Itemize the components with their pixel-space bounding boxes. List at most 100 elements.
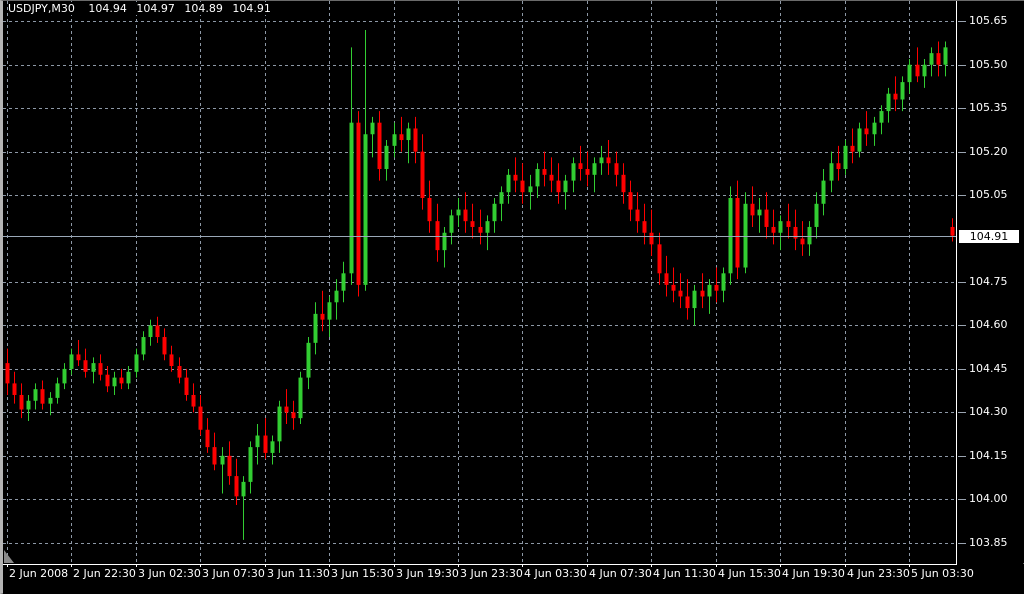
candlestick[interactable] [234, 458, 239, 506]
candlestick[interactable] [270, 435, 275, 465]
candlestick[interactable] [671, 267, 676, 303]
candlestick[interactable] [922, 58, 927, 88]
candlestick[interactable] [520, 163, 525, 204]
candlestick[interactable] [306, 337, 311, 390]
candlestick[interactable] [829, 151, 834, 193]
candlestick[interactable] [879, 105, 884, 135]
candlestick[interactable] [291, 400, 296, 430]
candlestick[interactable] [19, 383, 24, 419]
candlestick[interactable] [764, 192, 769, 239]
candlestick[interactable] [327, 296, 332, 338]
candlestick[interactable] [635, 192, 640, 233]
candlestick[interactable] [184, 368, 189, 401]
candlestick[interactable] [936, 41, 941, 77]
candlestick[interactable] [721, 267, 726, 303]
candlestick[interactable] [714, 267, 719, 303]
candlestick[interactable] [148, 319, 153, 346]
candlestick[interactable] [807, 221, 812, 256]
candlestick[interactable] [463, 192, 468, 233]
candlestick[interactable] [535, 163, 540, 198]
candlestick[interactable] [943, 41, 948, 77]
candlestick[interactable] [685, 279, 690, 320]
candlestick[interactable] [571, 157, 576, 193]
candlestick[interactable] [420, 134, 425, 210]
candlestick[interactable] [470, 203, 475, 239]
candlestick[interactable] [606, 140, 611, 175]
candlestick[interactable] [786, 203, 791, 239]
candlestick[interactable] [800, 221, 805, 256]
candlestick[interactable] [728, 186, 733, 285]
candlestick[interactable] [578, 145, 583, 181]
candlestick[interactable] [929, 47, 934, 77]
candlestick-series[interactable] [3, 1, 956, 563]
candlestick[interactable] [664, 255, 669, 297]
candlestick[interactable] [492, 197, 497, 233]
candlestick[interactable] [485, 215, 490, 251]
candlestick[interactable] [793, 209, 798, 251]
candlestick[interactable] [55, 377, 60, 404]
candlestick[interactable] [370, 116, 375, 158]
candlestick[interactable] [227, 441, 232, 485]
candlestick[interactable] [191, 383, 196, 413]
candlestick[interactable] [900, 76, 905, 112]
candlestick[interactable] [263, 418, 268, 459]
candlestick[interactable] [563, 174, 568, 210]
candlestick[interactable] [528, 174, 533, 210]
candlestick[interactable] [850, 128, 855, 164]
candlestick[interactable] [893, 76, 898, 112]
candlestick[interactable] [735, 180, 740, 280]
candlestick[interactable] [112, 371, 117, 395]
candlestick[interactable] [134, 348, 139, 378]
candlestick[interactable] [334, 279, 339, 320]
candlestick[interactable] [255, 423, 260, 465]
candlestick[interactable] [743, 192, 748, 274]
candlestick[interactable] [700, 273, 705, 309]
candlestick[interactable] [915, 47, 920, 83]
candlestick[interactable] [599, 145, 604, 175]
candlestick[interactable] [349, 47, 354, 285]
candlestick[interactable] [513, 157, 518, 193]
candlestick[interactable] [843, 140, 848, 175]
candlestick[interactable] [313, 302, 318, 355]
candlestick[interactable] [585, 151, 590, 187]
candlestick[interactable] [442, 226, 447, 268]
candlestick[interactable] [320, 290, 325, 332]
candlestick[interactable] [126, 366, 131, 390]
candlestick[interactable] [821, 169, 826, 216]
candlestick[interactable] [621, 163, 626, 204]
candlestick[interactable] [692, 284, 697, 326]
candlestick[interactable] [857, 122, 862, 158]
candlestick[interactable] [628, 180, 633, 222]
candlestick[interactable] [814, 192, 819, 239]
candlestick[interactable] [506, 169, 511, 204]
candlestick[interactable] [678, 273, 683, 309]
candlestick[interactable] [886, 87, 891, 123]
candlestick[interactable] [707, 279, 712, 314]
candlestick[interactable] [241, 476, 246, 540]
candlestick[interactable] [750, 186, 755, 227]
scroll-indicator-icon[interactable] [4, 550, 14, 563]
candlestick[interactable] [556, 163, 561, 204]
candlestick[interactable] [169, 345, 174, 372]
candlestick[interactable] [155, 316, 160, 343]
candlestick[interactable] [377, 111, 382, 181]
candlestick[interactable] [119, 368, 124, 390]
candlestick[interactable] [277, 400, 282, 453]
candlestick[interactable] [642, 203, 647, 245]
chart-plot-area[interactable] [3, 1, 956, 563]
candlestick[interactable] [141, 331, 146, 361]
candlestick[interactable] [406, 122, 411, 164]
candlestick[interactable] [542, 151, 547, 187]
candlestick[interactable] [592, 157, 597, 193]
candlestick[interactable] [341, 261, 346, 303]
candlestick[interactable] [449, 209, 454, 245]
candlestick[interactable] [212, 432, 217, 471]
candlestick[interactable] [836, 145, 841, 181]
candlestick[interactable] [198, 394, 203, 436]
candlestick[interactable] [12, 371, 17, 404]
candlestick[interactable] [649, 209, 654, 256]
candlestick[interactable] [162, 328, 167, 361]
candlestick[interactable] [478, 209, 483, 245]
candlestick[interactable] [384, 140, 389, 181]
